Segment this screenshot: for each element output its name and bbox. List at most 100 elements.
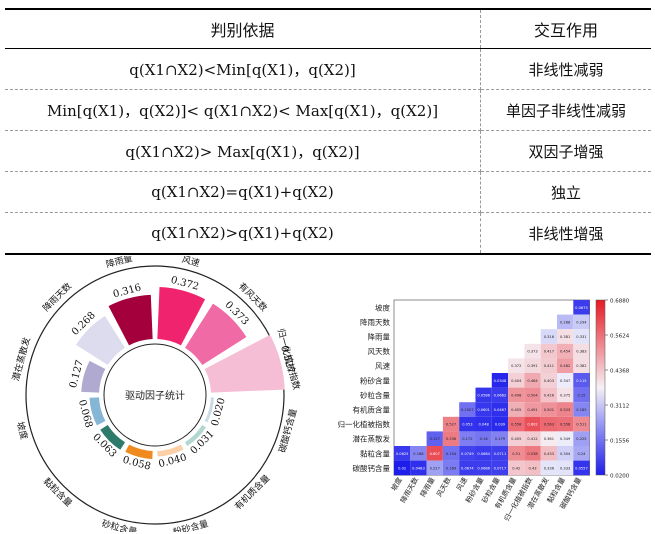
heatmap-cell-value: 0.558 xyxy=(511,423,522,427)
heatmap-cell xyxy=(524,402,541,417)
heatmap-cell xyxy=(524,431,541,446)
heatmap-cell xyxy=(508,416,525,432)
heatmap-cell xyxy=(491,373,509,388)
heatmap-cell xyxy=(475,431,492,446)
heatmap-cell xyxy=(426,446,443,461)
heatmap-cell xyxy=(394,446,411,461)
heatmap-cell-value: 0.381 xyxy=(560,335,570,339)
heatmap-cell xyxy=(442,416,460,432)
heatmap-cell-value: 0.527 xyxy=(446,423,456,427)
radial-bar xyxy=(76,316,125,365)
heatmap-cell xyxy=(508,387,525,403)
heatmap-cell-value: 0.333 xyxy=(560,466,570,470)
radial-category-label: 有机质含量 xyxy=(232,472,272,512)
heatmap-cell-value: 0.375 xyxy=(560,393,570,397)
radial-bar xyxy=(108,294,153,346)
interaction-cell: 非线性增强 xyxy=(480,212,651,255)
colorbar-tick-label: 0.5624 xyxy=(610,334,630,340)
interaction-cell: 双因子增强 xyxy=(480,130,651,172)
heatmap-cell xyxy=(442,431,460,446)
heatmap-cell xyxy=(491,416,509,432)
header-criterion: 判别依据 xyxy=(5,8,481,49)
heatmap-cell xyxy=(540,460,557,476)
radial-category-label: 风速 xyxy=(181,256,201,269)
heatmap-cell xyxy=(540,446,557,461)
radial-category-label: 坡度 xyxy=(14,420,30,441)
heatmap-cell xyxy=(508,402,525,417)
heatmap-cell xyxy=(410,460,427,476)
interaction-criteria-table: 判别依据 交互作用 q(X1∩X2)<Min[q(X1)，q(X2)] 非线性减弱… xyxy=(5,8,651,255)
heatmap-cell-value: 0.347 xyxy=(560,379,570,383)
heatmap-cell-value: 0.169 xyxy=(446,466,457,470)
heatmap-cell-value: 0.43 xyxy=(529,466,537,470)
heatmap-cell xyxy=(557,446,574,461)
interaction-cell: 独立 xyxy=(480,171,651,213)
heatmap-cell-value: 0.0686 xyxy=(477,466,490,470)
inner-ring xyxy=(103,343,207,447)
heatmap-row-label: 潜在蒸散发 xyxy=(353,434,391,444)
heatmap-cell xyxy=(508,446,525,461)
heatmap-cell xyxy=(459,431,476,446)
heatmap-cell-value: 0.268 xyxy=(560,320,571,324)
heatmap-cell xyxy=(557,329,574,344)
heatmap-cell xyxy=(573,387,590,403)
heatmap-cell-value: 0.464 xyxy=(527,379,538,383)
heatmap-cell-value: 0.316 xyxy=(544,335,555,339)
colorbar-tick-label: 0.6880 xyxy=(610,299,630,305)
heatmap-cell xyxy=(459,402,476,417)
heatmap-cell-value: 0.511 xyxy=(576,423,586,427)
heatmap-cell-value: 0.405 xyxy=(511,437,521,441)
heatmap-cell-value: 0.412 xyxy=(527,437,537,441)
heatmap-cell xyxy=(557,431,574,446)
heatmap-col-label: 风速 xyxy=(455,476,469,492)
heatmap-cell-value: 0.51 xyxy=(512,452,520,456)
heatmap-cell-value: 0.455 xyxy=(511,408,521,412)
heatmap-cell-value: 0.498 xyxy=(511,393,522,397)
heatmap-cell xyxy=(426,431,443,446)
heatmap-cell xyxy=(573,460,590,476)
radial-bar xyxy=(185,425,206,446)
heatmap-cell xyxy=(540,402,557,417)
heatmap-cell-value: 0.0557 xyxy=(575,466,588,470)
heatmap-cell-value: 0.556 xyxy=(560,423,571,427)
criterion-cell: Min[q(X1)，q(X2)]< q(X1∩X2)< Max[q(X1)，q(… xyxy=(5,89,481,131)
heatmap-cell-value: 0.225 xyxy=(576,437,586,441)
heatmap-cell-value: 0.0601 xyxy=(477,408,490,412)
heatmap-cell xyxy=(573,402,590,417)
heatmap-cell xyxy=(557,314,574,330)
heatmap-cell xyxy=(394,460,411,476)
heatmap-cell-value: 0.331 xyxy=(576,335,586,339)
heatmap-cell xyxy=(540,416,557,432)
heatmap-cell-value: 0.372 xyxy=(511,364,521,368)
heatmap-cell-value: 0.0674 xyxy=(461,466,474,470)
colorbar-tick-label: 0.0200 xyxy=(610,474,630,480)
heatmap-row-label: 坡度 xyxy=(375,302,390,312)
heatmap-cell-value: 0.403 xyxy=(544,379,554,383)
heatmap-cell xyxy=(573,373,590,388)
heatmap-cell-value: 0.411 xyxy=(544,364,554,368)
heatmap-cell xyxy=(508,431,525,446)
heatmap-cell xyxy=(557,387,574,403)
heatmap-col-label: 风天数 xyxy=(434,476,452,499)
heatmap-cell xyxy=(540,387,557,403)
heatmap-cell-value: 0.0675 xyxy=(575,306,588,310)
heatmap-row-label: 降雨天数 xyxy=(360,317,390,327)
heatmap-cell xyxy=(459,446,476,461)
heatmap-col-label: 坡度 xyxy=(389,476,404,493)
heatmap-cell-value: 0.602 xyxy=(527,423,537,427)
heatmap-cell-value: 0.0711 xyxy=(494,452,507,456)
heatmap-cell-value: 0.523 xyxy=(560,408,570,412)
heatmap-row-label: 风速 xyxy=(375,362,390,371)
heatmap-cell xyxy=(540,431,557,446)
heatmap-cell-value: 0.482 xyxy=(560,364,570,368)
heatmap-cell-value: 0.0662 xyxy=(494,393,507,397)
heatmap-cell xyxy=(491,387,509,403)
heatmap-cell-value: 0.053 xyxy=(462,423,472,427)
heatmap-cell xyxy=(475,460,492,476)
heatmap-row-label: 黏粒含量 xyxy=(360,448,390,458)
colorbar-tick-label: 0.3112 xyxy=(610,404,629,410)
heatmap-cell-value: 0.24 xyxy=(577,452,586,456)
radial-bar xyxy=(100,425,125,450)
heatmap-cell-value: 0.336 xyxy=(544,466,555,470)
